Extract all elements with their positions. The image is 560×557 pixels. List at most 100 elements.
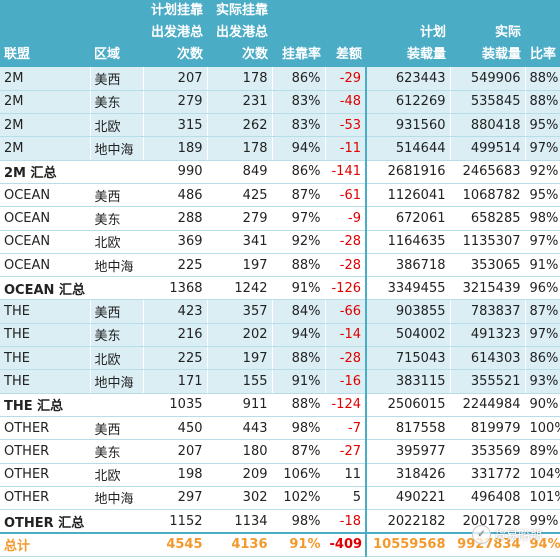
table-cell: 225 (143, 253, 208, 278)
column-header-line: 实际 (494, 25, 521, 40)
table-cell: 331772 (450, 463, 526, 487)
table-cell: 231 (207, 90, 273, 115)
table-cell: 849 (207, 160, 273, 184)
table-cell: 104% (525, 463, 560, 487)
table-cell: -126 (325, 276, 367, 301)
table-cell: -7 (325, 416, 367, 441)
table-cell: 658285 (450, 206, 526, 231)
table-cell: 180 (207, 439, 273, 464)
table-cell: 5 (325, 486, 367, 511)
table-cell: -53 (325, 113, 367, 138)
table-cell: 3349455 (365, 276, 451, 301)
table-cell: 155 (207, 369, 273, 394)
table-cell: 386718 (365, 253, 451, 278)
table-cell: 903855 (365, 299, 451, 324)
table-cell: 383115 (365, 369, 451, 394)
table-cell: -409 (325, 531, 367, 557)
table-cell: 171 (143, 369, 208, 394)
table-cell: 北欧 (90, 463, 144, 487)
table-cell: 369 (143, 230, 208, 254)
table-cell: 94% (272, 323, 326, 348)
table-row: THE 北欧 225 197 88% -28 715043 614303 86% (0, 346, 560, 371)
table-cell: 1242 (207, 276, 273, 301)
table-cell: OCEAN (0, 230, 91, 254)
table-cell: 783837 (450, 299, 526, 324)
table-cell: 202 (207, 323, 273, 348)
table-cell: 225 (143, 346, 208, 371)
table-cell: 395977 (365, 439, 451, 464)
table-cell: 88% (272, 393, 326, 417)
table-cell: THE 汇总 (0, 393, 91, 417)
column-header: 计划挂靠 出发港总 次数 (143, 0, 207, 67)
subtotal-row: OTHER 汇总 1152 1134 98% -18 2022182 2001728 99% (0, 509, 560, 534)
table-cell: 88% (525, 67, 560, 91)
table-cell: OCEAN (0, 183, 91, 208)
table-cell: OTHER 汇总 (0, 509, 91, 534)
table-cell: 318426 (365, 463, 451, 487)
table-cell: 2M (0, 67, 91, 91)
table-cell: 535845 (450, 90, 526, 115)
column-header-line: 比率 (529, 47, 556, 62)
table-cell: 98% (272, 416, 326, 441)
table-cell: 美东 (90, 323, 144, 348)
table-row: OCEAN 北欧 369 341 92% -28 1164635 1135307 97% (0, 230, 560, 254)
table-cell: OTHER (0, 463, 91, 487)
table-cell: 990 (143, 160, 208, 184)
table-cell: -14 (325, 323, 367, 348)
table-cell: 89% (525, 439, 560, 464)
table-cell: 911 (207, 393, 273, 417)
table-cell: 美西 (90, 299, 144, 324)
table-cell: 84% (272, 299, 326, 324)
grand-total-row: 总计 4545 4136 91% -409 10559568 9927834 94% (0, 531, 560, 557)
table-cell: 102% (272, 486, 326, 511)
table-cell: 88% (272, 346, 326, 371)
table-body: 2M 美西 207 178 86% -29 623443 549906 88% 2M 美东 279 23… (0, 67, 560, 557)
table-cell: 地中海 (90, 486, 144, 511)
table-cell: 178 (207, 136, 273, 161)
table-cell: 209 (207, 463, 273, 487)
table-cell: -124 (325, 393, 367, 417)
table-cell: 88% (272, 253, 326, 278)
table-cell: 90% (525, 393, 560, 417)
table-cell: 91% (272, 531, 326, 557)
table-cell: 198 (143, 463, 208, 487)
table-cell: 496408 (450, 486, 526, 511)
subtotal-row: THE 汇总 1035 911 88% -124 2506015 2244984 90% (0, 393, 560, 417)
table-cell (90, 531, 144, 557)
table-cell: 美东 (90, 206, 144, 231)
table-row: THE 地中海 171 155 91% -16 383115 355521 93% (0, 369, 560, 394)
table-cell (90, 160, 144, 184)
column-header: 实际装载量 (450, 0, 525, 67)
table-cell: 341 (207, 230, 273, 254)
table-cell: 95% (525, 113, 560, 138)
table-cell: 美西 (90, 67, 144, 91)
table-cell: 美西 (90, 416, 144, 441)
table-cell: 美东 (90, 90, 144, 115)
table-cell: 北欧 (90, 113, 144, 138)
table-cell: 504002 (365, 323, 451, 348)
table-cell: 86% (272, 160, 326, 184)
table-cell: OCEAN (0, 253, 91, 278)
column-header-line: 装载量 (481, 47, 521, 62)
table-cell: OCEAN (0, 206, 91, 231)
table-cell: 450 (143, 416, 208, 441)
table-cell: 1368 (143, 276, 208, 301)
table-cell: -27 (325, 439, 367, 464)
column-header-line: 出发港总 (150, 25, 203, 40)
column-header-line: 挂靠率 (281, 47, 321, 62)
table-cell: 288 (143, 206, 208, 231)
table-cell: 302 (207, 486, 273, 511)
table-cell: -18 (325, 509, 367, 534)
table-cell: -11 (325, 136, 367, 161)
table-cell: 1035 (143, 393, 208, 417)
table-cell: 353065 (450, 253, 526, 278)
table-cell: 2244984 (450, 393, 526, 417)
table-cell: 99% (525, 509, 560, 534)
table-row: OCEAN 美东 288 279 97% -9 672061 658285 98% (0, 206, 560, 231)
table-cell (90, 509, 144, 534)
table-row: THE 美西 423 357 84% -66 903855 783837 87% (0, 299, 560, 324)
column-header: 实际挂靠 出发港总 次数 (207, 0, 272, 67)
table-cell: 87% (272, 439, 326, 464)
